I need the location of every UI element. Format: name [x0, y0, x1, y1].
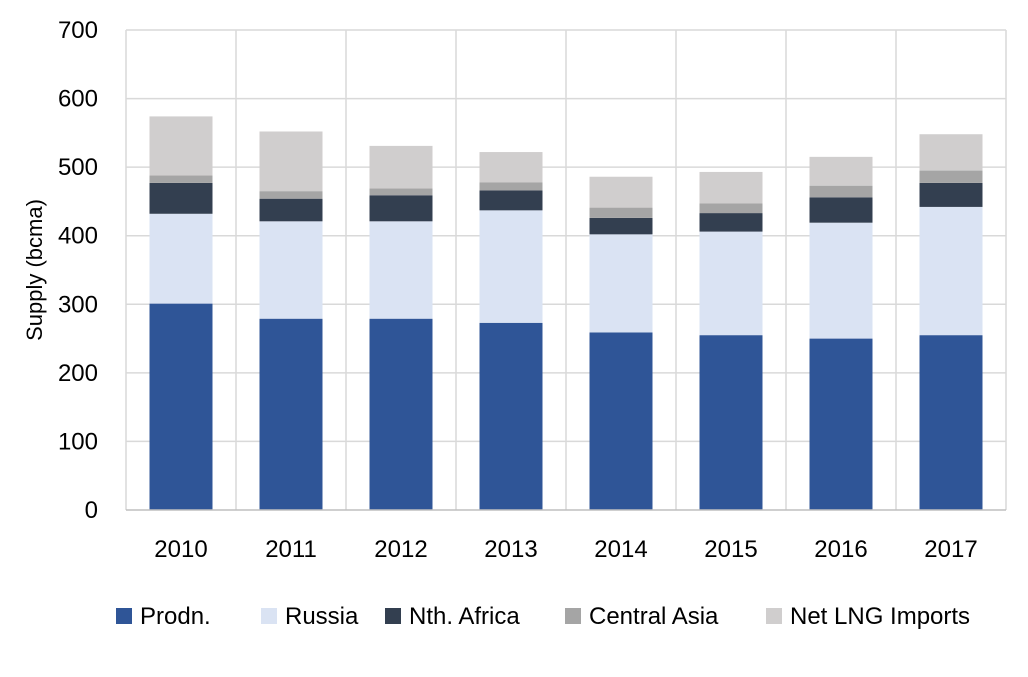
legend-swatch — [116, 608, 132, 624]
bar-segment — [919, 134, 983, 171]
legend-label: Prodn. — [140, 603, 211, 630]
x-tick-label: 2012 — [374, 536, 427, 563]
bar-segment — [369, 145, 433, 189]
bar-segment — [809, 185, 873, 198]
y-tick-label: 600 — [58, 86, 98, 113]
y-tick-label: 700 — [58, 17, 98, 44]
y-tick-label: 400 — [58, 223, 98, 250]
bar-segment — [369, 195, 433, 222]
bar-segment — [699, 203, 763, 214]
bar-segment — [699, 231, 763, 336]
y-tick-label: 300 — [58, 291, 98, 318]
bar-segment — [369, 318, 433, 510]
bar-segment — [259, 221, 323, 319]
x-tick-label: 2013 — [484, 536, 537, 563]
bar-segment — [919, 206, 983, 336]
bar-segment — [369, 221, 433, 319]
x-tick-label: 2015 — [704, 536, 757, 563]
bar-segment — [259, 131, 323, 192]
bar-segment — [919, 182, 983, 207]
bar-segment — [259, 198, 323, 222]
bar-segment — [149, 213, 213, 304]
x-tick-label: 2011 — [265, 536, 317, 563]
bar-segment — [809, 197, 873, 223]
bar-segment — [479, 190, 543, 211]
legend-swatch — [261, 608, 277, 624]
gridlines — [125, 29, 1007, 510]
y-tick-label: 500 — [58, 154, 98, 181]
bar-segment — [699, 335, 763, 510]
bar-segment — [479, 210, 543, 323]
bar-segment — [809, 222, 873, 339]
legend-label: Nth. Africa — [409, 603, 520, 630]
bar-segment — [369, 188, 433, 196]
legend-label: Net LNG Imports — [790, 603, 970, 630]
bars — [149, 116, 983, 510]
y-tick-label: 200 — [58, 360, 98, 387]
bar-segment — [479, 152, 543, 183]
x-tick-label: 2010 — [154, 536, 207, 563]
bar-segment — [919, 335, 983, 510]
bar-segment — [809, 156, 873, 186]
y-axis-ticks: 0 100 200 300 400 500 600 700 — [58, 17, 98, 524]
legend-swatch — [385, 608, 401, 624]
bar-segment — [149, 116, 213, 176]
bar-segment — [589, 332, 653, 510]
x-tick-label: 2017 — [924, 536, 977, 563]
y-tick-label: 0 — [85, 497, 98, 524]
bar-segment — [149, 175, 213, 183]
bar-segment — [589, 207, 653, 218]
y-axis-title: Supply (bcma) — [22, 199, 47, 341]
y-tick-label: 100 — [58, 428, 98, 455]
x-tick-label: 2016 — [814, 536, 867, 563]
bar-segment — [149, 303, 213, 510]
legend-label: Russia — [285, 603, 359, 630]
legend: Prodn. Russia Nth. Africa Central Asia Net L… — [116, 603, 970, 630]
bar-segment — [919, 170, 983, 183]
legend-label: Central Asia — [589, 603, 719, 630]
bar-segment — [699, 171, 763, 204]
x-tick-label: 2014 — [594, 536, 647, 563]
bar-segment — [259, 191, 323, 199]
bar-segment — [149, 182, 213, 214]
x-axis-ticks: 2010 2011 2012 2013 2014 2015 2016 2017 — [154, 536, 977, 563]
bar-segment — [479, 322, 543, 510]
bar-segment — [479, 182, 543, 191]
legend-swatch — [766, 608, 782, 624]
bar-segment — [809, 338, 873, 510]
bar-segment — [589, 234, 653, 333]
bar-segment — [589, 217, 653, 235]
bar-segment — [699, 213, 763, 232]
bar-segment — [589, 176, 653, 208]
legend-swatch — [565, 608, 581, 624]
bar-segment — [259, 318, 323, 510]
